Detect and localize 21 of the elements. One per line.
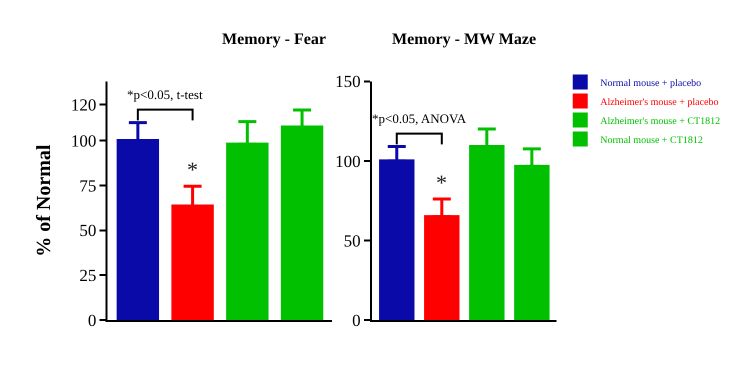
y-tick-label: 150: [335, 72, 361, 92]
y-tick-label: 100: [70, 131, 96, 150]
y-tick-label: 75: [79, 176, 96, 196]
y-tick-label: 25: [79, 266, 96, 286]
legend-label: Normal mouse + placebo: [600, 78, 702, 89]
chart-title: Memory - MW Maze: [392, 31, 536, 48]
annotation: *p<0.05, t-test: [127, 87, 203, 102]
y-tick-label: 50: [79, 221, 96, 240]
data-label: *: [436, 170, 447, 195]
y-tick-label: 120: [70, 96, 96, 115]
legend-label: Alzheimer's mouse + placebo: [600, 96, 718, 108]
y-tick-label: 100: [335, 152, 361, 171]
data-label: *: [187, 157, 198, 182]
y-tick-label: 0: [88, 310, 96, 330]
y-tick-label: 50: [344, 231, 361, 250]
chart-title: Memory - Fear: [222, 31, 326, 48]
annotation: *p<0.05, ANOVA: [372, 111, 467, 126]
legend-label: Normal mouse + CT1812: [600, 134, 703, 146]
legend-label: Alzheimer's mouse + CT1812: [600, 116, 720, 127]
y-tick-label: 0: [352, 310, 361, 330]
y-axis-title: % of Normal: [32, 144, 55, 257]
